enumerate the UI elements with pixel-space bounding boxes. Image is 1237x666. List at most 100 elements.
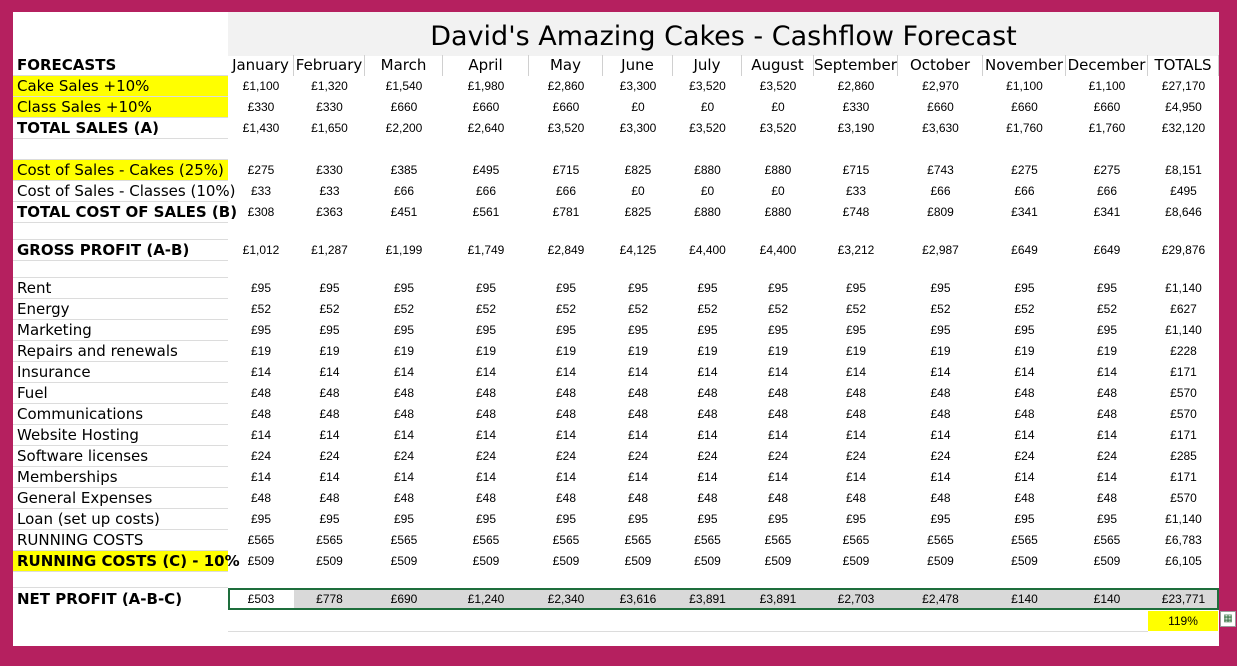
value-cell[interactable]: £14 — [319, 470, 340, 484]
value-cell[interactable]: £14 — [627, 365, 649, 379]
month-header-april[interactable]: April — [443, 55, 529, 76]
value-cell[interactable]: £95 — [475, 323, 497, 337]
value-cell[interactable]: £565 — [764, 533, 792, 547]
value-cell[interactable]: £1,140 — [1165, 323, 1202, 337]
value-cell[interactable]: £14 — [250, 428, 272, 442]
value-cell[interactable]: £715 — [842, 163, 870, 177]
value-cell[interactable]: £275 — [1093, 163, 1121, 177]
value-cell[interactable]: £1,760 — [1088, 121, 1126, 135]
value-cell[interactable]: £33 — [845, 184, 867, 198]
value-cell[interactable]: £48 — [767, 407, 789, 421]
value-cell[interactable]: £3,520 — [759, 121, 797, 135]
value-cell[interactable]: £660 — [472, 100, 500, 114]
value-cell[interactable]: £14 — [697, 470, 718, 484]
value-cell[interactable]: £1,100 — [242, 79, 280, 93]
value-cell[interactable]: £509 — [316, 554, 343, 568]
active-cell[interactable] — [230, 590, 294, 608]
value-cell[interactable]: £275 — [1011, 163, 1038, 177]
value-cell[interactable]: £6,783 — [1165, 533, 1202, 547]
value-cell[interactable]: £509 — [624, 554, 652, 568]
value-cell[interactable]: £330 — [247, 100, 275, 114]
value-cell[interactable]: £3,891 — [759, 592, 797, 606]
month-header-december[interactable]: December — [1066, 55, 1148, 76]
value-cell[interactable]: £24 — [845, 449, 867, 463]
value-cell[interactable]: £95 — [475, 281, 497, 295]
value-cell[interactable]: £660 — [1011, 100, 1038, 114]
value-cell[interactable]: £19 — [627, 344, 649, 358]
value-cell[interactable]: £1,287 — [311, 243, 348, 257]
value-cell[interactable]: £3,520 — [689, 121, 726, 135]
value-cell[interactable]: £880 — [764, 163, 792, 177]
value-cell[interactable]: £24 — [930, 449, 951, 463]
value-cell[interactable]: £95 — [767, 512, 789, 526]
month-header-totals[interactable]: TOTALS — [1148, 55, 1219, 76]
value-cell[interactable]: £565 — [1093, 533, 1121, 547]
row-label[interactable]: Loan (set up costs) — [13, 509, 228, 530]
row-label[interactable]: Energy — [13, 299, 228, 320]
month-header-august[interactable]: August — [742, 55, 814, 76]
value-cell[interactable]: £48 — [1014, 386, 1035, 400]
value-cell[interactable]: £52 — [475, 302, 497, 316]
month-header-march[interactable]: March — [365, 55, 443, 76]
value-cell[interactable]: £14 — [697, 428, 718, 442]
value-cell[interactable]: £0 — [700, 100, 715, 114]
value-cell[interactable]: £48 — [767, 386, 789, 400]
value-cell[interactable]: £52 — [697, 302, 718, 316]
value-cell[interactable]: £3,616 — [619, 592, 657, 606]
row-label[interactable]: RUNNING COSTS — [13, 530, 228, 551]
value-cell[interactable]: £95 — [930, 281, 951, 295]
value-cell[interactable]: £52 — [1096, 302, 1118, 316]
value-cell[interactable]: £1,430 — [242, 121, 280, 135]
row-label[interactable]: Communications — [13, 404, 228, 425]
value-cell[interactable]: £565 — [927, 533, 954, 547]
value-cell[interactable]: £48 — [393, 386, 415, 400]
row-label[interactable]: Marketing — [13, 320, 228, 341]
value-cell[interactable]: £509 — [472, 554, 500, 568]
value-cell[interactable]: £509 — [927, 554, 954, 568]
blank-label-cell[interactable] — [13, 572, 228, 588]
value-cell[interactable]: £19 — [1096, 344, 1118, 358]
value-cell[interactable]: £48 — [1096, 407, 1118, 421]
value-cell[interactable]: £14 — [697, 365, 718, 379]
value-cell[interactable]: £140 — [1011, 592, 1038, 606]
value-cell[interactable]: £2,640 — [467, 121, 505, 135]
row-label[interactable]: Cake Sales +10% — [13, 76, 228, 97]
row-label[interactable]: RUNNING COSTS (C) - 10% — [13, 551, 240, 572]
value-cell[interactable]: £14 — [1014, 470, 1035, 484]
value-cell[interactable]: £14 — [845, 365, 867, 379]
row-label[interactable]: General Expenses — [13, 488, 228, 509]
value-cell[interactable]: £2,860 — [837, 79, 875, 93]
value-cell[interactable]: £565 — [316, 533, 343, 547]
value-cell[interactable]: £95 — [555, 512, 577, 526]
value-cell[interactable]: £495 — [472, 163, 500, 177]
value-cell[interactable]: £48 — [697, 386, 718, 400]
row-label[interactable]: Fuel — [13, 383, 228, 404]
value-cell[interactable]: £1,012 — [242, 243, 280, 257]
value-cell[interactable]: £48 — [319, 386, 340, 400]
value-cell[interactable]: £95 — [697, 323, 718, 337]
value-cell[interactable]: £95 — [319, 323, 340, 337]
value-cell[interactable]: £0 — [631, 184, 645, 198]
month-header-november[interactable]: November — [983, 55, 1066, 76]
value-cell[interactable]: £565 — [472, 533, 500, 547]
value-cell[interactable]: £3,520 — [689, 79, 726, 93]
value-cell[interactable]: £2,478 — [922, 592, 959, 606]
value-cell[interactable]: £565 — [1011, 533, 1038, 547]
value-cell[interactable]: £2,860 — [547, 79, 585, 93]
value-cell[interactable]: £14 — [555, 470, 577, 484]
value-cell[interactable]: £24 — [1014, 449, 1035, 463]
row-label[interactable]: GROSS PROFIT (A-B) — [13, 240, 228, 261]
value-cell[interactable]: £33 — [319, 184, 340, 198]
value-cell[interactable]: £781 — [552, 205, 580, 219]
value-cell[interactable]: £570 — [1170, 407, 1197, 421]
value-cell[interactable]: £330 — [316, 163, 343, 177]
value-cell[interactable]: £48 — [475, 386, 497, 400]
value-cell[interactable]: £14 — [1096, 428, 1118, 442]
value-cell[interactable]: £565 — [694, 533, 721, 547]
value-cell[interactable]: £95 — [627, 512, 649, 526]
value-cell[interactable]: £24 — [250, 449, 272, 463]
value-cell[interactable]: £3,300 — [619, 79, 657, 93]
value-cell[interactable]: £1,980 — [467, 79, 505, 93]
value-cell[interactable]: £95 — [393, 512, 415, 526]
value-cell[interactable]: £52 — [845, 302, 867, 316]
